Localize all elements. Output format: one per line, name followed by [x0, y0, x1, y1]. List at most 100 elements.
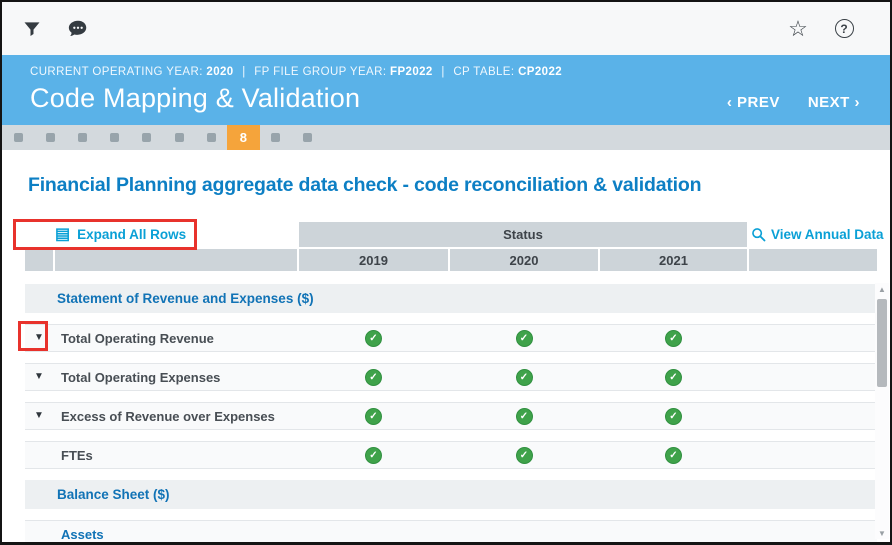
- expand-all-cell: ▤ Expand All Rows: [25, 222, 297, 247]
- status-ok-icon: ✓: [515, 368, 533, 386]
- year-column-header: 2019: [299, 249, 448, 271]
- status-cell: ✓: [600, 368, 747, 386]
- row-label: Excess of Revenue over Expenses: [61, 408, 275, 424]
- expander-icon[interactable]: ▼: [34, 410, 44, 421]
- context-bar: CURRENT OPERATING YEAR: 2020 | FP FILE G…: [30, 65, 860, 79]
- status-cell: ✓: [299, 446, 448, 464]
- status-ok-icon: ✓: [515, 329, 533, 347]
- status-cell: ✓: [450, 407, 598, 425]
- step-square: [206, 133, 216, 142]
- page-heading: Financial Planning aggregate data check …: [28, 174, 702, 196]
- step[interactable]: [163, 125, 195, 150]
- separator: |: [242, 66, 246, 78]
- step[interactable]: [131, 125, 163, 150]
- page-header: CURRENT OPERATING YEAR: 2020 | FP FILE G…: [2, 55, 890, 125]
- table-rows-icon: ▤: [55, 225, 71, 243]
- status-cell: ✓: [600, 446, 747, 464]
- table-row: FTEs ✓ ✓ ✓: [25, 441, 877, 469]
- status-ok-icon: ✓: [665, 368, 682, 386]
- step-square: [77, 133, 87, 142]
- row-label: FTEs: [61, 447, 93, 463]
- step[interactable]: [34, 125, 66, 150]
- next-button[interactable]: NEXT ›: [807, 94, 860, 111]
- table-row: ▼ Excess of Revenue over Expenses ✓ ✓ ✓: [25, 402, 877, 430]
- step[interactable]: [195, 125, 227, 150]
- table-row: ▼ Total Operating Revenue ✓ ✓ ✓: [25, 324, 877, 352]
- year-column-header: 2020: [450, 249, 598, 271]
- status-cell: ✓: [299, 368, 448, 386]
- context-label: CP TABLE:: [453, 66, 515, 78]
- page-title: Code Mapping & Validation: [30, 83, 361, 113]
- prev-button[interactable]: ‹ PREV: [726, 94, 780, 111]
- step[interactable]: [292, 125, 324, 150]
- status-ok-icon: ✓: [365, 407, 382, 425]
- status-cell: ✓: [299, 407, 448, 425]
- view-annual-data-link[interactable]: View Annual Data: [751, 227, 884, 242]
- status-ok-icon: ✓: [365, 368, 382, 386]
- expander-icon[interactable]: ▼: [34, 371, 44, 382]
- scroll-down-icon[interactable]: ▼: [878, 528, 886, 538]
- status-cell: ✓: [299, 329, 448, 347]
- step[interactable]: [99, 125, 131, 150]
- help-icon[interactable]: ?: [832, 17, 856, 41]
- scrollbar-thumb[interactable]: [877, 299, 887, 387]
- table-body: Statement of Revenue and Expenses ($) ▼ To…: [25, 284, 877, 542]
- view-annual-data-label: View Annual Data: [771, 227, 884, 242]
- vertical-scrollbar[interactable]: ▲ ▼: [875, 283, 889, 539]
- table-header: ▤ Expand All Rows Status View Annual Dat…: [25, 222, 884, 271]
- search-icon: [751, 227, 766, 242]
- status-cell: ✓: [450, 446, 598, 464]
- context-value: FP2022: [390, 66, 433, 78]
- step-square: [13, 133, 23, 142]
- filter-icon[interactable]: [20, 17, 44, 41]
- row-label: Total Operating Revenue: [61, 330, 214, 346]
- header-cell-empty: [55, 249, 297, 271]
- expand-all-rows-label: Expand All Rows: [77, 227, 187, 242]
- step[interactable]: [66, 125, 98, 150]
- top-toolbar: ☆ ?: [2, 2, 890, 55]
- scroll-up-icon[interactable]: ▲: [878, 284, 886, 294]
- context-label: FP FILE GROUP YEAR:: [254, 66, 387, 78]
- step-bar: 8: [2, 125, 890, 150]
- status-ok-icon: ✓: [665, 329, 682, 347]
- status-cell: ✓: [600, 329, 747, 347]
- status-column-header: Status: [299, 222, 747, 247]
- expand-all-rows-button[interactable]: ▤ Expand All Rows: [55, 225, 187, 243]
- status-cell: ✓: [600, 407, 747, 425]
- step[interactable]: [2, 125, 34, 150]
- section-header: Statement of Revenue and Expenses ($): [25, 284, 877, 313]
- row-label[interactable]: Assets: [61, 526, 104, 542]
- step-square: [45, 133, 55, 142]
- status-ok-icon: ✓: [665, 407, 682, 425]
- header-cell-empty: [25, 249, 53, 271]
- step-square: [303, 133, 313, 142]
- header-cell-empty: [749, 249, 877, 271]
- year-column-header: 2021: [600, 249, 747, 271]
- status-ok-icon: ✓: [515, 407, 533, 425]
- chat-icon[interactable]: [66, 17, 90, 41]
- table-row: Assets: [25, 520, 877, 542]
- favorite-star-icon[interactable]: ☆: [788, 15, 808, 41]
- status-cell: ✓: [450, 329, 598, 347]
- status-cell: ✓: [450, 368, 598, 386]
- separator: |: [441, 66, 445, 78]
- main-content: Financial Planning aggregate data check …: [2, 172, 890, 542]
- status-ok-icon: ✓: [365, 329, 382, 347]
- status-ok-icon: ✓: [665, 446, 682, 464]
- section-header: Balance Sheet ($): [25, 480, 877, 509]
- step-square: [110, 133, 120, 142]
- table-row: ▼ Total Operating Expenses ✓ ✓ ✓: [25, 363, 877, 391]
- step-square: [142, 133, 152, 142]
- step-square: [271, 133, 281, 142]
- context-value: 2020: [206, 66, 234, 78]
- step[interactable]: [260, 125, 292, 150]
- context-label: CURRENT OPERATING YEAR:: [30, 66, 203, 78]
- row-label: Total Operating Expenses: [61, 369, 221, 385]
- context-value: CP2022: [518, 66, 563, 78]
- step-square: [174, 133, 184, 142]
- expander-icon[interactable]: ▼: [34, 332, 44, 343]
- status-ok-icon: ✓: [365, 446, 382, 464]
- view-annual-cell: View Annual Data: [749, 222, 884, 247]
- step-active[interactable]: 8: [227, 125, 260, 150]
- status-ok-icon: ✓: [515, 446, 533, 464]
